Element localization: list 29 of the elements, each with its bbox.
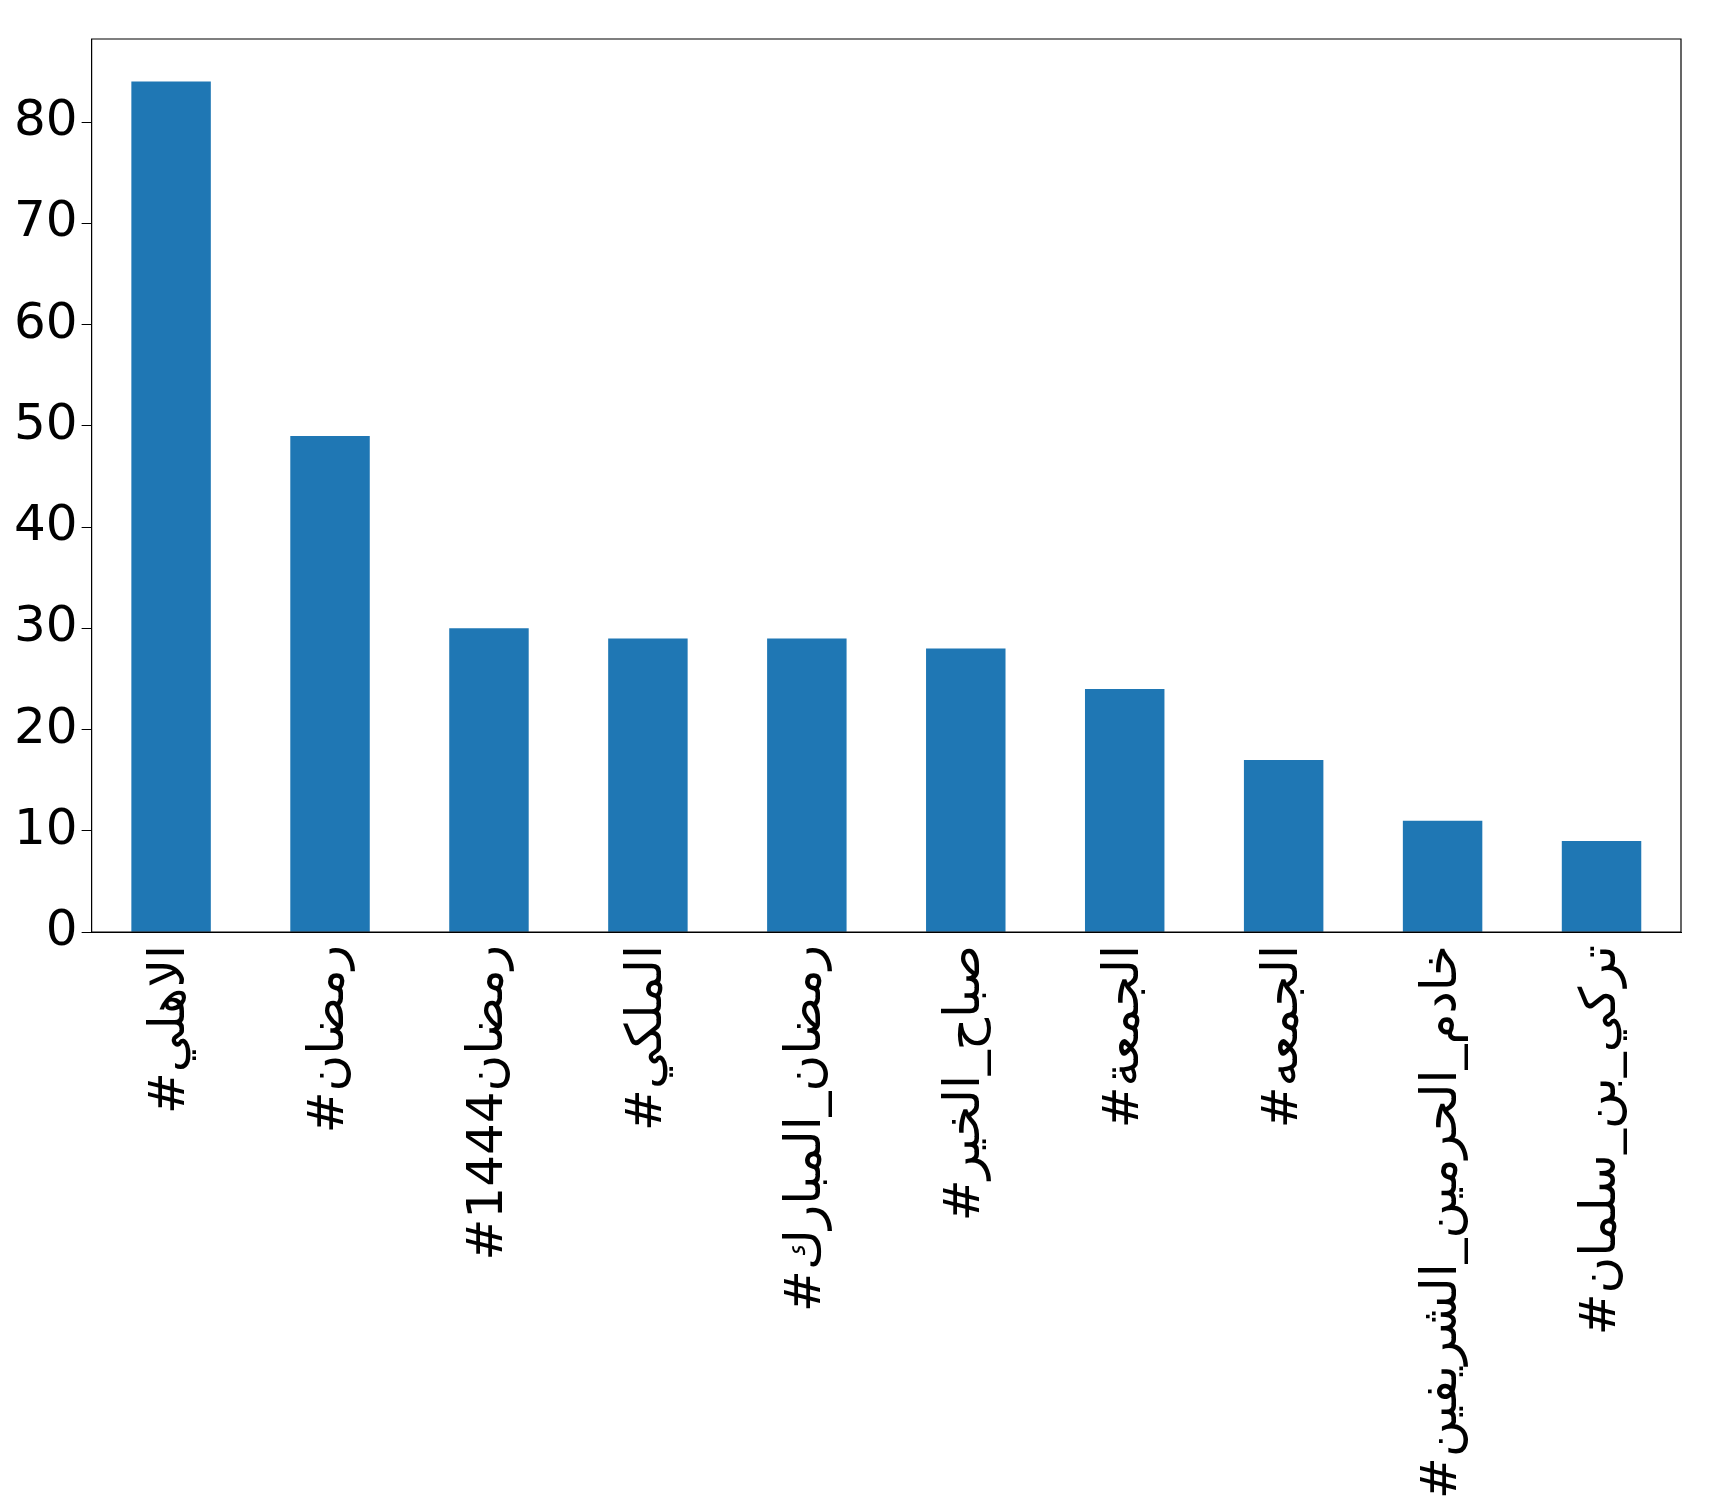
bar <box>1084 689 1165 932</box>
y-tick-label: 30 <box>14 595 78 654</box>
bar <box>767 638 847 932</box>
y-tick-label: 40 <box>14 494 78 553</box>
x-tick-label: #تركي_بن_سلمان <box>1568 945 1627 1336</box>
bar <box>449 628 529 932</box>
bar <box>1243 760 1324 932</box>
bar <box>608 638 688 932</box>
y-tick-label: 80 <box>14 89 78 148</box>
y-tick-label: 50 <box>14 392 78 451</box>
x-tick-label: #الجمعه <box>1250 945 1309 1129</box>
x-tick-label: #خادم_الحرمين_الشريفين <box>1409 945 1468 1500</box>
x-tick-label: #الجمعة <box>1091 945 1150 1129</box>
y-tick-label: 20 <box>14 696 78 755</box>
bar <box>926 648 1006 932</box>
y-tick-label: 10 <box>14 797 78 856</box>
bar <box>1402 820 1483 932</box>
bar <box>1561 841 1642 932</box>
bar <box>131 81 211 932</box>
x-tick-label: #الاهلي <box>138 945 197 1115</box>
y-tick-label: 0 <box>45 899 78 958</box>
x-tick-label: #رمضان <box>297 945 356 1134</box>
x-tick-label: #الملكي <box>614 945 673 1131</box>
x-tick-label: #رمضان1444 <box>455 945 514 1261</box>
x-tick-label: #رمضان_المبارك <box>773 945 832 1312</box>
x-tick-label: #صباح_الخير <box>932 945 991 1222</box>
y-tick-label: 60 <box>14 291 78 350</box>
bar <box>290 435 370 932</box>
y-tick-label: 70 <box>14 190 78 249</box>
